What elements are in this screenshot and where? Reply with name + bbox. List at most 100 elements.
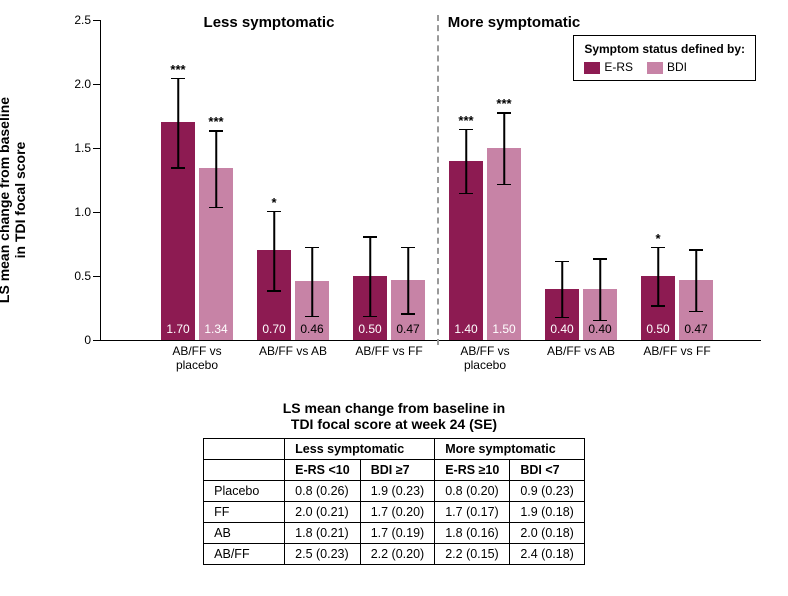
error-cap: [267, 211, 281, 213]
table-cell: 2.0 (0.18): [510, 523, 585, 544]
error-bar-wrap: ***: [161, 20, 195, 340]
error-cap: [651, 305, 665, 307]
error-cap: [459, 129, 473, 131]
y-tick: [93, 148, 101, 149]
error-bar-wrap: ***: [449, 20, 483, 340]
error-bar-wrap: ***: [199, 20, 233, 340]
error-bar-wrap: *: [257, 20, 291, 340]
table-cell: 2.4 (0.18): [510, 544, 585, 565]
error-cap: [689, 311, 703, 313]
table-header: BDI ≥7: [360, 460, 435, 481]
significance-marker: *: [257, 195, 291, 210]
error-bar: [657, 247, 659, 306]
table-row: AB/FF2.5 (0.23)2.2 (0.20)2.2 (0.15)2.4 (…: [204, 544, 585, 565]
table-cell: 2.5 (0.23): [285, 544, 361, 565]
bar-chart: LS mean change from baseline in TDI foca…: [20, 10, 780, 390]
x-category-label: AB/FF vs FF: [349, 344, 429, 358]
table-cell: AB: [204, 523, 285, 544]
y-tick: [93, 276, 101, 277]
error-bar-wrap: ***: [487, 20, 521, 340]
table-cell: AB/FF: [204, 544, 285, 565]
error-bar: [561, 261, 563, 317]
significance-marker: ***: [449, 113, 483, 128]
error-bar: [465, 129, 467, 193]
error-cap: [363, 316, 377, 318]
error-bar: [503, 112, 505, 184]
error-cap: [555, 261, 569, 263]
legend-item: E-RS: [584, 60, 633, 74]
table-cell: 1.9 (0.23): [360, 481, 435, 502]
error-bar: [177, 78, 179, 168]
y-tick: [93, 340, 101, 341]
error-cap: [305, 247, 319, 249]
table-title: LS mean change from baseline in TDI foca…: [10, 400, 778, 432]
error-cap: [459, 193, 473, 195]
group-divider: [437, 15, 439, 345]
significance-marker: ***: [199, 114, 233, 129]
significance-marker: ***: [487, 96, 521, 111]
error-bar-wrap: [353, 20, 387, 340]
y-tick-label: 0: [61, 333, 91, 347]
data-table: Less symptomaticMore symptomatic E-RS <1…: [203, 438, 585, 565]
x-category-label: AB/FF vs FF: [637, 344, 717, 358]
legend-item: BDI: [647, 60, 687, 74]
error-bar-wrap: [295, 20, 329, 340]
error-cap: [401, 247, 415, 249]
table-cell: FF: [204, 502, 285, 523]
error-cap: [689, 249, 703, 251]
error-bar: [311, 247, 313, 316]
table-header: [204, 460, 285, 481]
table-cell: 2.0 (0.21): [285, 502, 361, 523]
error-cap: [401, 313, 415, 315]
table-cell: 2.2 (0.20): [360, 544, 435, 565]
table-cell: 2.2 (0.15): [435, 544, 510, 565]
error-cap: [593, 258, 607, 260]
error-cap: [363, 236, 377, 238]
table-cell: 1.7 (0.17): [435, 502, 510, 523]
bar-value-label: 0.40: [583, 322, 617, 336]
x-category-label: AB/FF vsplacebo: [445, 344, 525, 373]
table-corner: [204, 439, 285, 460]
bar-value-label: 0.47: [679, 322, 713, 336]
error-bar: [599, 258, 601, 319]
y-tick: [93, 212, 101, 213]
legend-swatch: [647, 62, 663, 74]
y-tick-label: 2.5: [61, 13, 91, 27]
table-cell: Placebo: [204, 481, 285, 502]
bar-value-label: 0.46: [295, 322, 329, 336]
y-tick: [93, 20, 101, 21]
legend: Symptom status defined by: E-RS BDI: [573, 35, 756, 81]
error-bar: [695, 249, 697, 310]
error-cap: [593, 320, 607, 322]
table-header: E-RS <10: [285, 460, 361, 481]
error-cap: [171, 167, 185, 169]
error-bar: [273, 211, 275, 290]
legend-swatch: [584, 62, 600, 74]
x-category-label: AB/FF vs AB: [541, 344, 621, 358]
error-cap: [267, 290, 281, 292]
x-category-label: AB/FF vsplacebo: [157, 344, 237, 373]
table-cell: 1.9 (0.18): [510, 502, 585, 523]
x-category-label: AB/FF vs AB: [253, 344, 333, 358]
error-bar: [369, 236, 371, 315]
table-cell: 0.9 (0.23): [510, 481, 585, 502]
table-cell: 1.8 (0.16): [435, 523, 510, 544]
plot-area: 00.51.01.52.02.5Less symptomaticMore sym…: [100, 20, 761, 341]
error-cap: [497, 112, 511, 114]
table-super-header: Less symptomatic: [285, 439, 435, 460]
error-cap: [651, 247, 665, 249]
table-row: Placebo0.8 (0.26)1.9 (0.23)0.8 (0.20)0.9…: [204, 481, 585, 502]
significance-marker: ***: [161, 62, 195, 77]
error-cap: [209, 130, 223, 132]
table-cell: 0.8 (0.20): [435, 481, 510, 502]
legend-title: Symptom status defined by:: [584, 42, 745, 56]
y-tick: [93, 84, 101, 85]
table-row: AB1.8 (0.21)1.7 (0.19)1.8 (0.16)2.0 (0.1…: [204, 523, 585, 544]
error-cap: [209, 207, 223, 209]
error-cap: [497, 184, 511, 186]
error-bar-wrap: [391, 20, 425, 340]
table-cell: 1.7 (0.20): [360, 502, 435, 523]
y-tick-label: 2.0: [61, 77, 91, 91]
error-bar: [215, 130, 217, 207]
y-axis-label: LS mean change from baseline in TDI foca…: [0, 97, 28, 303]
